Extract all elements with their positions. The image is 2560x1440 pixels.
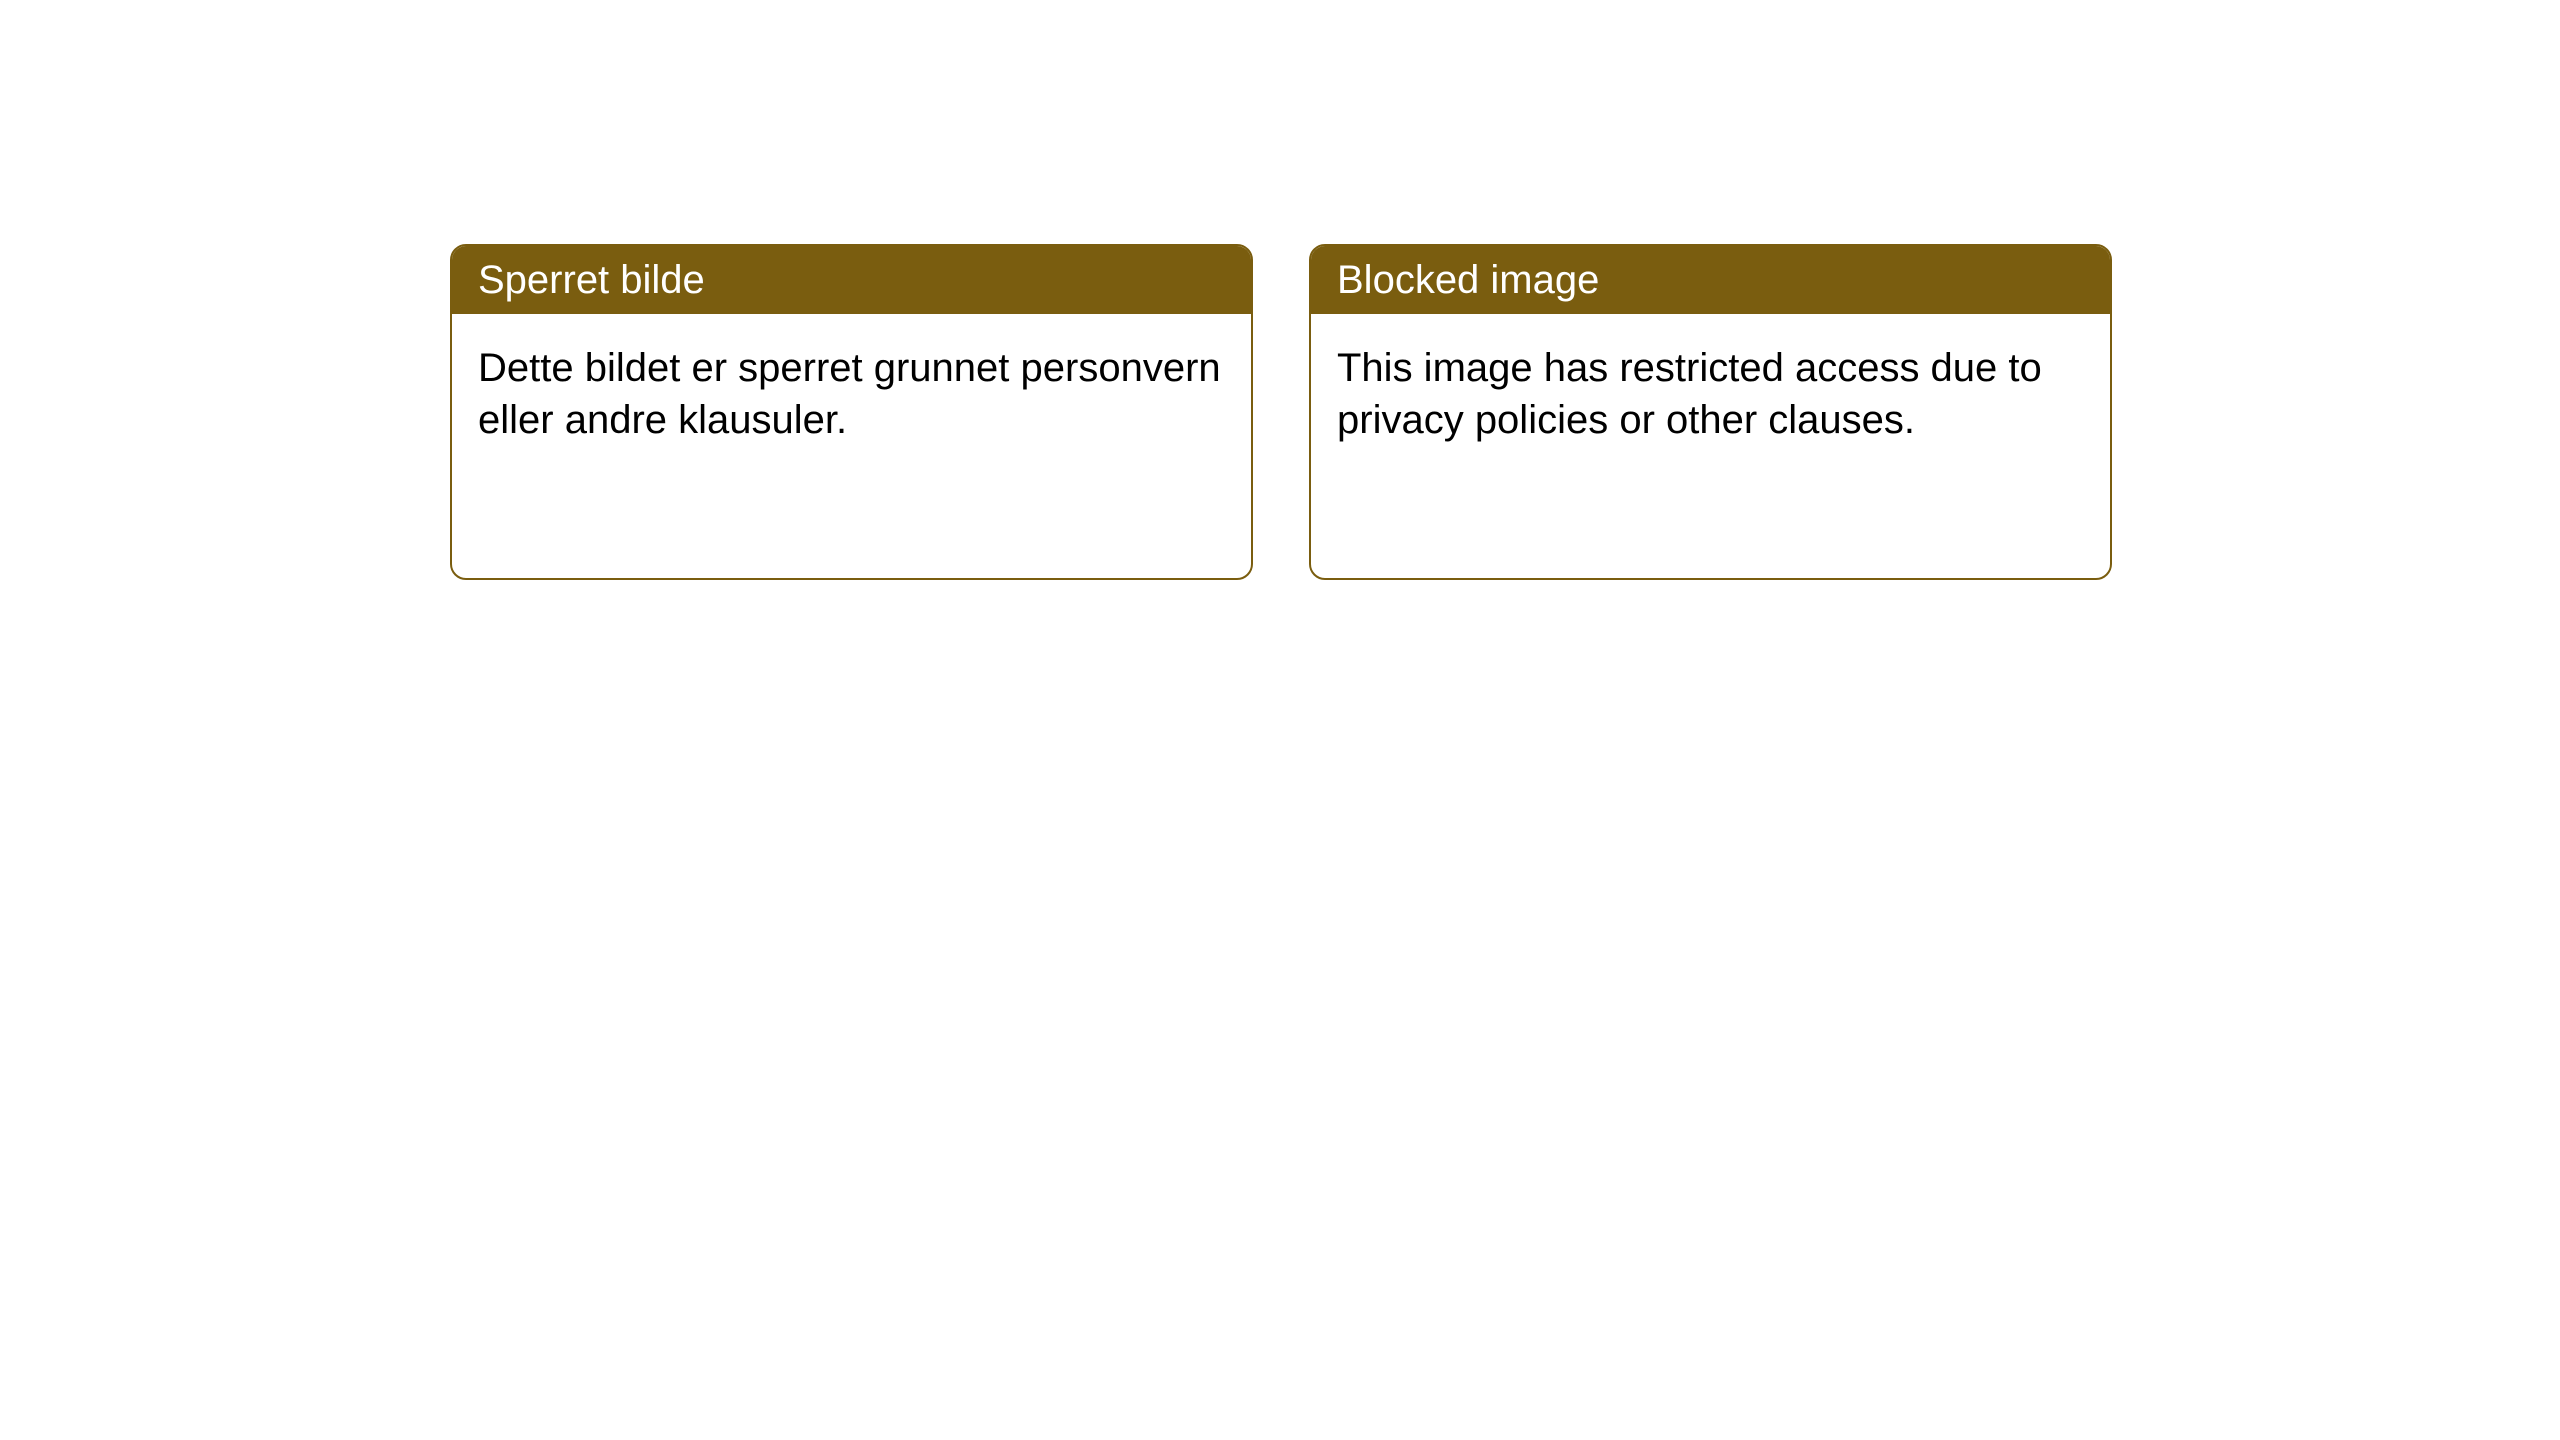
notice-card-english: Blocked image This image has restricted … bbox=[1309, 244, 2112, 580]
notice-message: Dette bildet er sperret grunnet personve… bbox=[478, 346, 1221, 442]
notice-container: Sperret bilde Dette bildet er sperret gr… bbox=[0, 0, 2560, 580]
notice-body: Dette bildet er sperret grunnet personve… bbox=[452, 314, 1251, 474]
notice-card-norwegian: Sperret bilde Dette bildet er sperret gr… bbox=[450, 244, 1253, 580]
notice-message: This image has restricted access due to … bbox=[1337, 346, 2042, 442]
notice-title: Blocked image bbox=[1337, 258, 1599, 302]
notice-title: Sperret bilde bbox=[478, 258, 705, 302]
notice-header: Sperret bilde bbox=[452, 246, 1251, 314]
notice-header: Blocked image bbox=[1311, 246, 2110, 314]
notice-body: This image has restricted access due to … bbox=[1311, 314, 2110, 474]
